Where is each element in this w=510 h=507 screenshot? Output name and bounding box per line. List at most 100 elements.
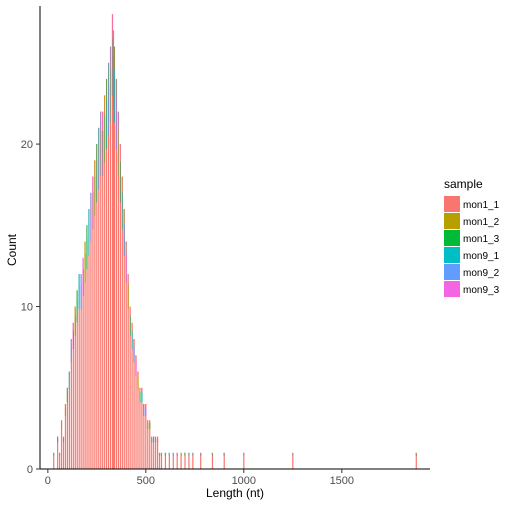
legend-key [444, 247, 460, 263]
histogram-bar [98, 127, 100, 469]
histogram-bar [94, 160, 96, 470]
legend-label: mon9_2 [463, 268, 500, 279]
x-tick-label: 1000 [232, 475, 256, 487]
legend-label: mon1_1 [463, 200, 500, 211]
x-tick-label: 1500 [330, 475, 354, 487]
histogram-bar [107, 62, 110, 469]
histogram-bar [149, 420, 151, 469]
histogram-bar [104, 95, 106, 469]
histogram-bar [172, 452, 174, 469]
histogram-bar [129, 306, 131, 469]
legend-item: mon1_2 [444, 213, 500, 229]
legend-key [444, 230, 460, 246]
histogram-bar [113, 46, 116, 469]
histogram-bar [243, 452, 245, 469]
x-axis-ticks: 0 500 1000 1500 [45, 469, 354, 487]
x-axis-title: Length (nt) [206, 486, 264, 500]
y-tick-label: 20 [21, 139, 33, 151]
histogram-bar [121, 176, 123, 469]
histogram-bar [184, 452, 186, 469]
legend-label: mon9_1 [463, 251, 500, 262]
histogram-bar [119, 144, 121, 470]
y-tick-label: 10 [21, 302, 33, 314]
legend-item: mon9_3 [444, 281, 500, 297]
histogram-bar [135, 355, 137, 469]
histogram-bar [145, 404, 147, 469]
histogram-bar [88, 209, 90, 469]
histogram-bar [292, 452, 294, 469]
histogram-bar [90, 192, 92, 469]
legend-items: mon1_1 mon1_2 mon1_3 mon9_1 mon9_2 mon9_3 [444, 196, 500, 297]
histogram-bar [192, 452, 194, 469]
histogram-bar [96, 144, 98, 470]
histogram-bar [223, 452, 225, 469]
histogram-bar [180, 452, 182, 469]
histogram-bar [109, 46, 112, 469]
histogram-bar [53, 452, 55, 469]
histogram-bar [133, 339, 135, 469]
histogram-bar [111, 14, 114, 470]
legend-item: mon9_1 [444, 247, 500, 263]
histogram-bar [200, 452, 202, 469]
histogram-bar [123, 209, 125, 469]
histogram-bar [131, 322, 133, 469]
legend-item: mon9_2 [444, 264, 500, 280]
histogram-bar [74, 306, 76, 469]
histogram-bar [57, 436, 59, 469]
histogram-bar [62, 436, 65, 469]
y-tick-label: 0 [27, 464, 33, 476]
y-axis-ticks: 0 10 20 [21, 139, 40, 476]
legend-label: mon1_3 [463, 234, 500, 245]
histogram-bar [64, 404, 67, 469]
legend-title: sample [444, 177, 483, 191]
histogram-bar [76, 290, 78, 469]
histogram-bar [164, 452, 167, 469]
histogram-bar [176, 452, 178, 469]
legend-key [444, 196, 460, 212]
histogram-bar [158, 452, 161, 469]
histogram-bar [188, 452, 190, 469]
histogram-bar [115, 79, 118, 470]
legend-label: mon9_3 [463, 285, 500, 296]
legend-key [444, 281, 460, 297]
y-axis-title: Count [5, 233, 19, 266]
legend-item: mon1_3 [444, 230, 500, 246]
histogram-bar [80, 274, 82, 469]
histogram-bar [106, 79, 108, 470]
histogram-bars [53, 14, 417, 470]
histogram-bar [155, 436, 157, 469]
histogram-bar [139, 387, 141, 469]
legend-label: mon1_2 [463, 217, 500, 228]
histogram-bar [78, 274, 80, 469]
histogram-bar [211, 452, 214, 469]
histogram-bar [102, 111, 104, 469]
histogram-bar [160, 452, 163, 469]
histogram-bar [125, 241, 127, 469]
histogram-bar [127, 274, 129, 469]
histogram-bar [58, 452, 61, 469]
legend-key [444, 213, 460, 229]
histogram-bar [147, 420, 149, 469]
histogram-bar [141, 387, 143, 469]
legend: sample mon1_1 mon1_2 mon1_3 mon9_1 mon9_2mon… [444, 177, 500, 297]
histogram-bar [92, 176, 94, 469]
histogram-bar [137, 371, 139, 469]
histogram-bar [156, 436, 159, 469]
histogram-bar [168, 452, 170, 469]
histogram-bar [415, 452, 417, 469]
histogram-bar [100, 111, 102, 469]
histogram-bar [143, 404, 145, 469]
histogram-bar [151, 436, 153, 469]
histogram-bar [70, 339, 72, 469]
histogram-bar [66, 387, 69, 469]
histogram-bar [84, 241, 86, 469]
histogram-bar [86, 225, 88, 469]
histogram-bar [68, 371, 70, 469]
histogram-bar [82, 257, 84, 469]
x-tick-label: 0 [45, 475, 51, 487]
x-tick-label: 500 [137, 475, 155, 487]
legend-key [444, 264, 460, 280]
histogram-bar [117, 111, 119, 469]
